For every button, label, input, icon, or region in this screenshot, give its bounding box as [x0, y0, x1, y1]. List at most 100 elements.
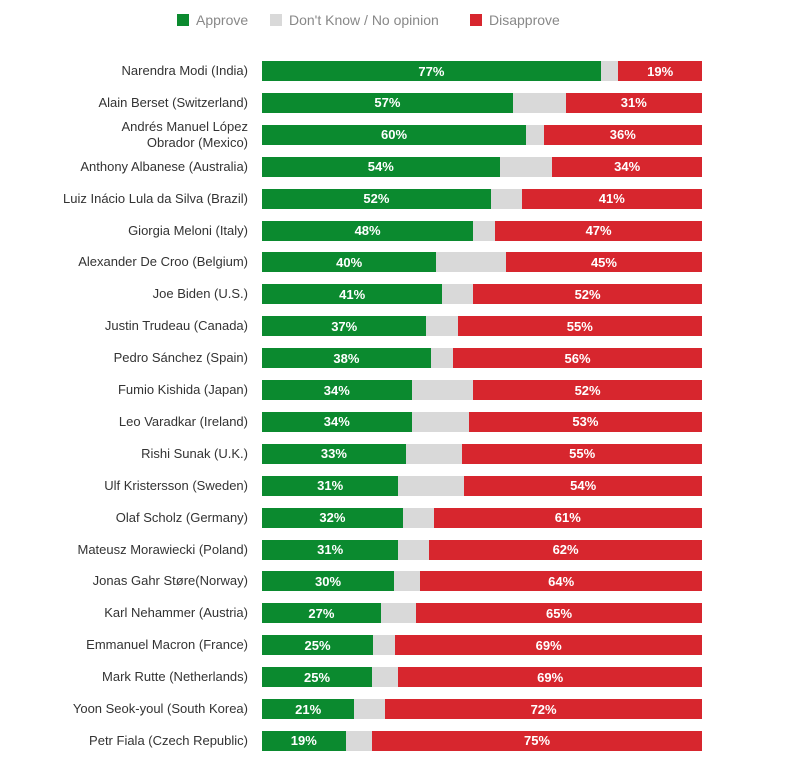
bar-don-t-know-no-opinion — [398, 475, 465, 496]
category-label: Karl Nehammer (Austria) — [104, 605, 248, 621]
legend-label: Disapprove — [489, 12, 560, 28]
bar-disapprove: 19% — [618, 61, 702, 81]
bar-don-t-know-no-opinion — [436, 252, 506, 273]
legend-item-don-t-know-no-opinion: Don't Know / No opinion — [270, 11, 439, 29]
bar-don-t-know-no-opinion — [499, 156, 553, 177]
legend-item-approve: Approve — [177, 11, 248, 29]
bar-don-t-know-no-opinion — [411, 380, 474, 400]
category-label: Petr Fiala (Czech Republic) — [89, 732, 248, 748]
bar-don-t-know-no-opinion — [490, 188, 522, 209]
bar-approve: 37% — [262, 316, 427, 337]
bar-disapprove: 47% — [495, 220, 702, 241]
category-label: Leo Varadkar (Ireland) — [118, 413, 248, 429]
data-label: 19% — [290, 733, 317, 749]
bar-don-t-know-no-opinion — [394, 571, 421, 592]
data-label: 34% — [614, 159, 641, 175]
bar-don-t-know-no-opinion — [442, 284, 474, 305]
bar-approve: 31% — [262, 539, 399, 560]
bar-disapprove: 54% — [464, 475, 702, 496]
data-label: 32% — [319, 510, 346, 526]
bar-approve: 34% — [262, 411, 412, 432]
bar-approve: 27% — [262, 603, 381, 624]
legend: Approve Don't Know / No opinion Disapprove — [0, 11, 800, 29]
data-label: 65% — [545, 605, 573, 621]
legend-item-disapprove: Disapprove — [470, 11, 560, 29]
bar-approve: 77% — [262, 61, 601, 81]
bar-don-t-know-no-opinion — [373, 635, 396, 656]
legend-swatch — [270, 14, 282, 26]
data-label: 54% — [367, 159, 394, 175]
data-label: 37% — [331, 318, 358, 334]
bar-disapprove: 52% — [473, 380, 702, 400]
data-label: 31% — [317, 478, 344, 494]
data-label: 69% — [537, 669, 564, 685]
data-label: 47% — [585, 223, 612, 238]
bar-don-t-know-no-opinion — [402, 507, 434, 528]
bar-disapprove: 52% — [473, 284, 702, 305]
bar-don-t-know-no-opinion — [473, 220, 496, 241]
category-label: Pedro Sánchez (Spain) — [113, 350, 248, 366]
data-label: 41% — [339, 286, 366, 302]
data-label: 75% — [523, 733, 551, 749]
bar-approve: 40% — [262, 252, 437, 273]
category-label: Narendra Modi (India) — [121, 63, 248, 78]
category-label: Alexander De Croo (Belgium) — [78, 254, 248, 270]
data-label: 48% — [354, 223, 381, 238]
data-label: 25% — [303, 669, 331, 685]
bar-disapprove: 31% — [565, 92, 702, 113]
data-label: 40% — [336, 254, 363, 270]
bar-don-t-know-no-opinion — [426, 316, 458, 337]
bar-disapprove: 65% — [416, 603, 702, 624]
category-label: Andrés Manuel López Obrador (Mexico) — [121, 118, 248, 150]
bar-don-t-know-no-opinion — [411, 411, 469, 432]
bar-disapprove: 34% — [552, 156, 702, 177]
bar-approve: 31% — [262, 475, 399, 496]
bar-approve: 32% — [262, 507, 403, 528]
data-label: 34% — [323, 382, 350, 398]
bar-don-t-know-no-opinion — [512, 92, 566, 113]
category-label: Ulf Kristersson (Sweden) — [104, 477, 248, 493]
bar-approve: 33% — [262, 443, 406, 464]
bar-don-t-know-no-opinion — [526, 124, 544, 145]
data-label: 41% — [598, 191, 625, 207]
bar-approve: 25% — [262, 635, 374, 656]
category-label: Alain Berset (Switzerland) — [98, 94, 248, 110]
category-label: Justin Trudeau (Canada) — [104, 318, 248, 334]
legend-label: Don't Know / No opinion — [289, 12, 439, 28]
category-label: Yoon Seok-youl (South Korea) — [72, 701, 248, 716]
category-label: Fumio Kishida (Japan) — [117, 382, 248, 397]
data-label: 31% — [317, 542, 344, 557]
category-label: Giorgia Meloni (Italy) — [128, 222, 248, 238]
bar-don-t-know-no-opinion — [372, 667, 399, 688]
data-label: 54% — [570, 478, 597, 494]
bar-approve: 30% — [262, 571, 394, 592]
bar-disapprove: 75% — [372, 730, 702, 751]
bar-approve: 54% — [262, 156, 500, 177]
data-label: 25% — [304, 637, 331, 653]
bar-disapprove: 69% — [398, 667, 702, 688]
bar-disapprove: 61% — [433, 507, 702, 528]
data-label: 56% — [564, 350, 591, 366]
legend-swatch — [177, 14, 189, 26]
data-label: 52% — [574, 286, 601, 302]
data-label: 53% — [572, 414, 599, 430]
bar-don-t-know-no-opinion — [405, 443, 463, 464]
data-label: 34% — [323, 414, 350, 430]
category-label: Luiz Inácio Lula da Silva (Brazil) — [63, 190, 248, 206]
bar-disapprove: 72% — [385, 699, 702, 719]
bar-approve: 41% — [262, 284, 443, 305]
legend-label: Approve — [196, 12, 249, 28]
bar-don-t-know-no-opinion — [600, 61, 619, 81]
data-label: 19% — [647, 63, 674, 79]
bar-don-t-know-no-opinion — [345, 730, 372, 751]
bar-disapprove: 55% — [457, 316, 702, 337]
category-label: Rishi Sunak (U.K.) — [141, 445, 248, 461]
category-label: Anthony Albanese (Australia) — [80, 158, 248, 174]
bar-approve: 48% — [262, 220, 474, 241]
bar-don-t-know-no-opinion — [398, 539, 430, 560]
bar-disapprove: 64% — [420, 571, 702, 592]
bar-approve: 25% — [262, 667, 372, 688]
bar-disapprove: 56% — [453, 348, 702, 369]
category-label: Jonas Gahr Støre(Norway) — [92, 573, 248, 589]
